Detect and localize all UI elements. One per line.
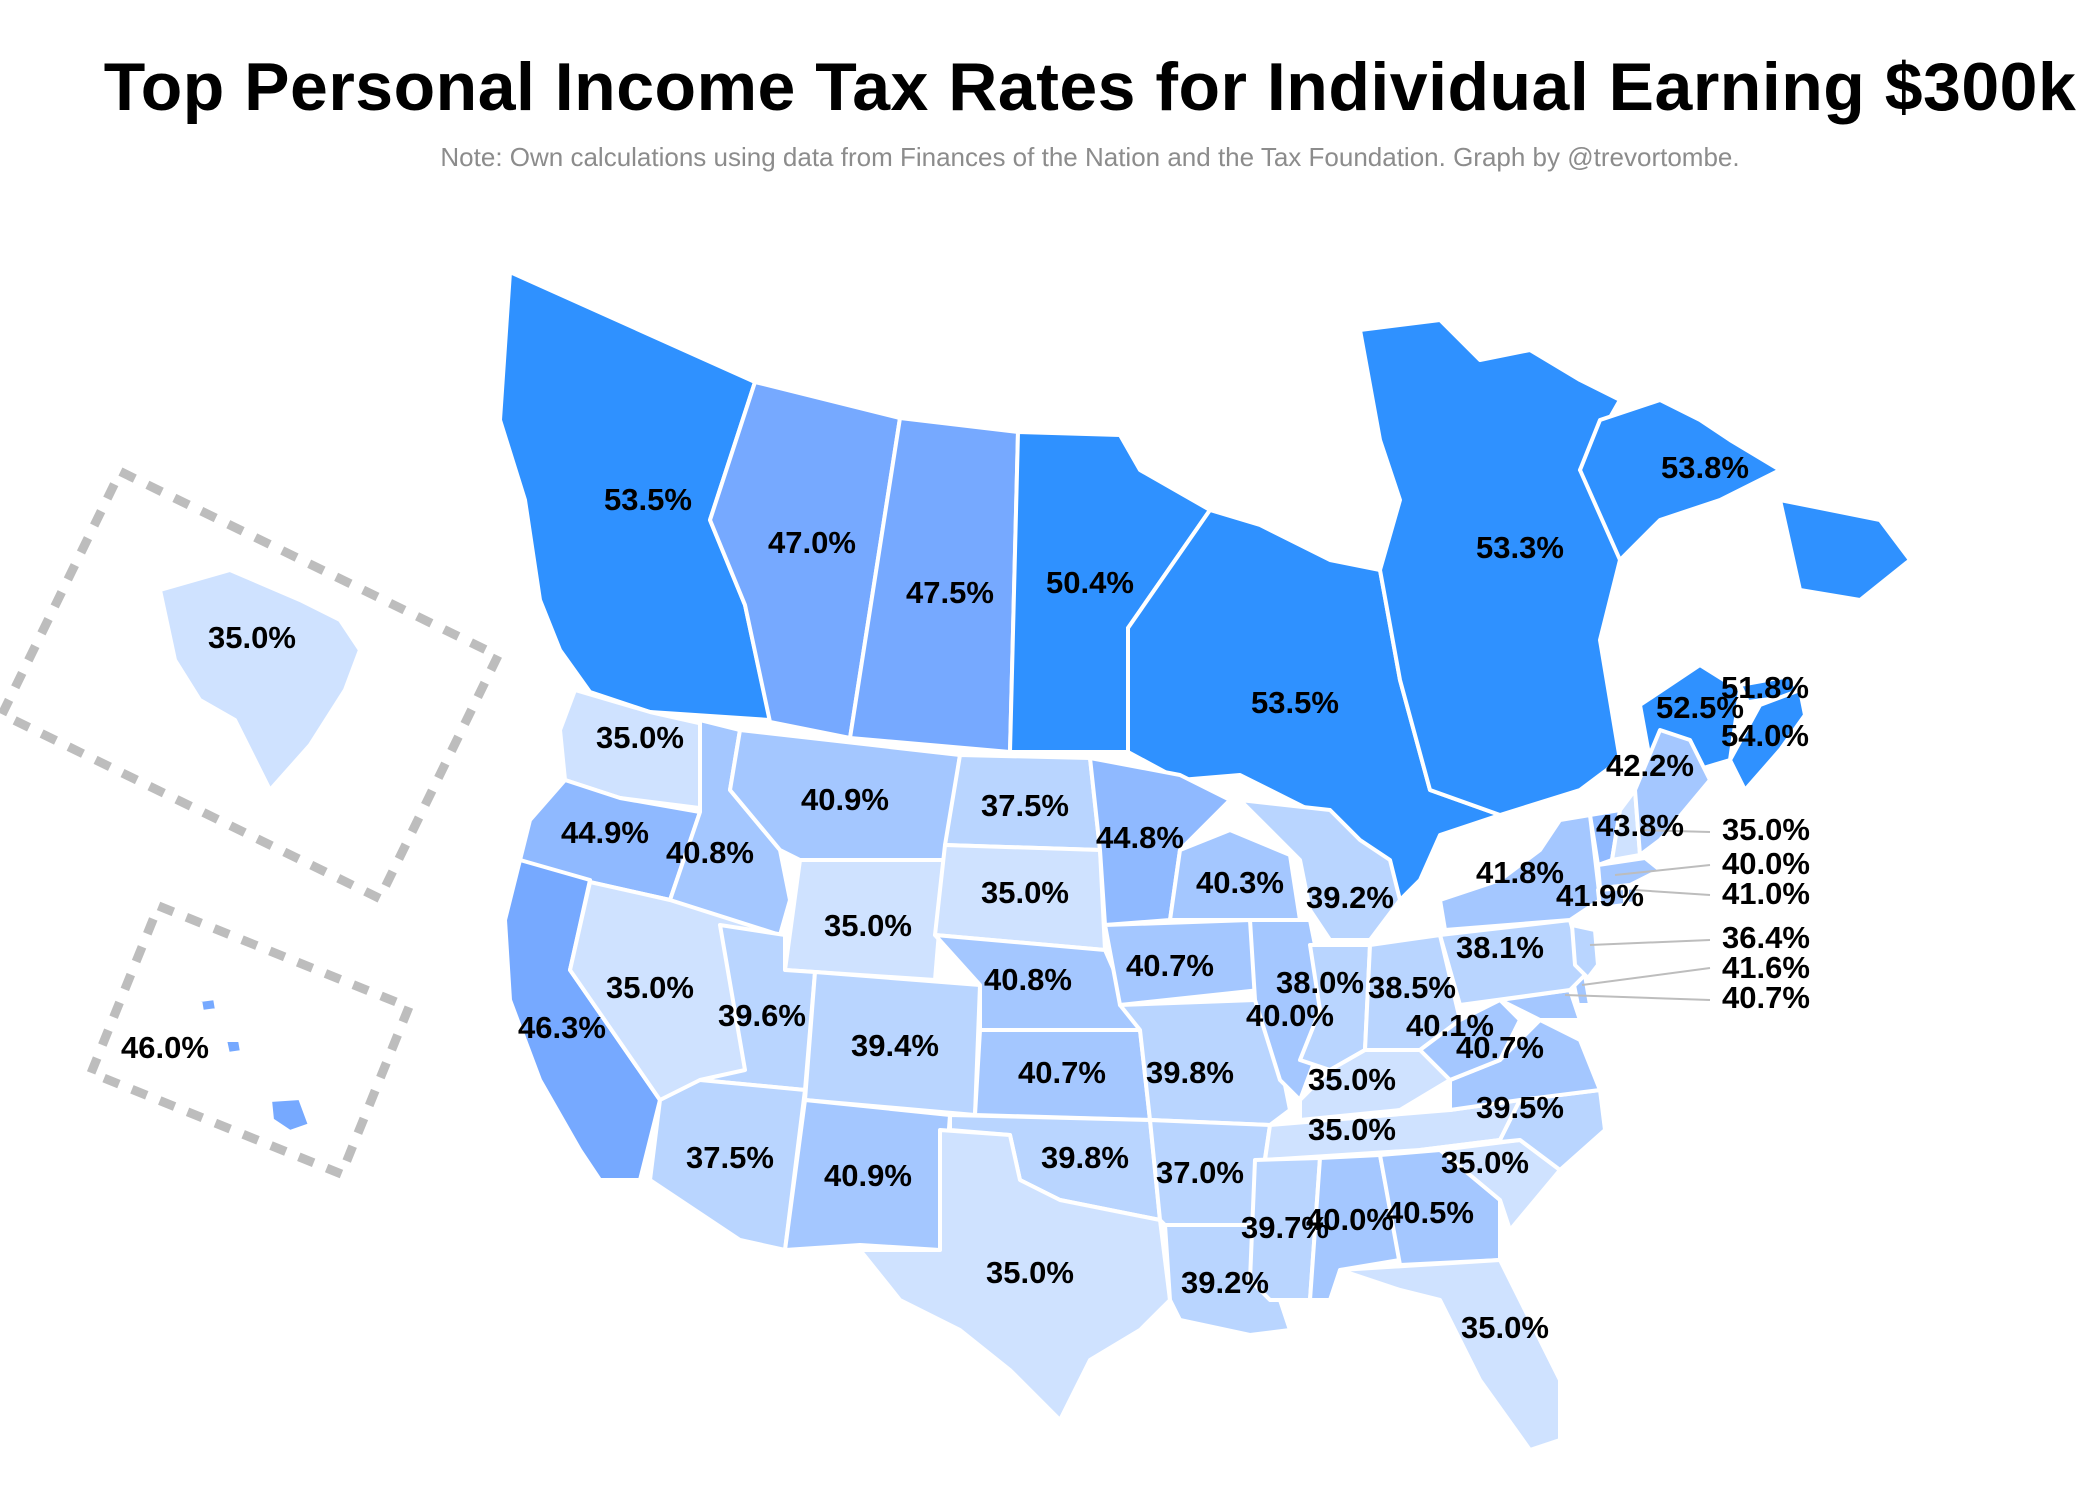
value-label-QC: 53.3%	[1476, 530, 1564, 565]
region-WA	[558, 688, 732, 812]
leader-line-DE	[1581, 967, 1711, 986]
value-labels: 53.5% 47.0% 47.5% 50.4% 53.5% 53.3% 53.8% 51.8%…	[121, 450, 1810, 1345]
value-label-SD: 35.0%	[981, 875, 1069, 910]
value-label-AL: 40.0%	[1306, 1202, 1394, 1237]
value-label-IN: 38.0%	[1276, 965, 1364, 1000]
value-label-TN: 35.0%	[1308, 1112, 1396, 1147]
region-NJ	[1570, 923, 1600, 980]
region-NS	[1728, 688, 1807, 792]
region-NL	[1578, 398, 1912, 602]
region-NM	[783, 1098, 952, 1252]
value-label-ON: 53.5%	[1251, 685, 1339, 720]
value-label-AB: 47.0%	[768, 525, 856, 560]
value-label-CO: 39.4%	[851, 1028, 939, 1063]
value-label-NH: 35.0%	[1722, 812, 1810, 847]
value-label-ID: 40.8%	[666, 835, 754, 870]
value-label-PA: 38.1%	[1456, 930, 1544, 965]
value-label-ND: 37.5%	[981, 788, 1069, 823]
value-label-LA: 39.2%	[1181, 1265, 1269, 1300]
value-label-VA: 40.7%	[1456, 1030, 1544, 1065]
value-label-VT: 43.8%	[1596, 808, 1684, 843]
region-RI	[1625, 885, 1640, 906]
region-NC	[1418, 1088, 1607, 1172]
value-label-MI: 39.2%	[1306, 880, 1394, 915]
value-label-NS: 54.0%	[1721, 718, 1809, 753]
region-MS	[1248, 1156, 1322, 1302]
value-label-PE: 51.8%	[1721, 670, 1809, 705]
value-label-AK: 35.0%	[208, 620, 296, 655]
value-label-FL: 35.0%	[1461, 1310, 1549, 1345]
value-label-OR: 44.9%	[561, 815, 649, 850]
value-label-WA: 35.0%	[596, 720, 684, 755]
value-label-SK: 47.5%	[906, 575, 994, 610]
value-label-WI: 40.3%	[1196, 865, 1284, 900]
region-TX	[858, 1128, 1172, 1422]
value-label-NV: 35.0%	[606, 970, 694, 1005]
leader-line-NH	[1639, 829, 1711, 833]
value-label-NB: 52.5%	[1656, 690, 1744, 725]
region-FL	[1338, 1258, 1562, 1452]
value-label-MS: 39.7%	[1241, 1210, 1329, 1245]
leader-line-MD	[1564, 994, 1711, 1001]
region-CT	[1596, 886, 1627, 910]
value-label-OH: 38.5%	[1368, 970, 1456, 1005]
value-label-MD: 40.7%	[1722, 980, 1810, 1015]
value-label-MO: 39.8%	[1146, 1055, 1234, 1090]
value-label-BC: 53.5%	[604, 482, 692, 517]
value-label-MA: 41.9%	[1556, 878, 1644, 913]
leader-line-RI	[1634, 889, 1711, 896]
region-HI	[198, 996, 312, 1134]
value-label-RI: 41.0%	[1722, 876, 1810, 911]
value-label-MN: 44.8%	[1096, 820, 1184, 855]
value-label-NJ: 36.4%	[1722, 920, 1810, 955]
value-label-DE: 41.6%	[1722, 950, 1810, 985]
hawaii-inset-frame	[85, 900, 415, 1180]
value-label-UT: 39.6%	[718, 998, 806, 1033]
value-label-NL: 53.8%	[1661, 450, 1749, 485]
value-label-NM: 40.9%	[824, 1158, 912, 1193]
value-label-IL: 40.0%	[1246, 998, 1334, 1033]
value-label-NC: 39.5%	[1476, 1090, 1564, 1125]
value-label-IA: 40.7%	[1126, 948, 1214, 983]
region-ON	[1126, 508, 1502, 902]
value-label-OK: 39.8%	[1041, 1140, 1129, 1175]
value-label-ME: 42.2%	[1606, 748, 1694, 783]
value-label-AZ: 37.5%	[686, 1140, 774, 1175]
value-label-CT: 40.0%	[1722, 846, 1810, 881]
region-WV	[1418, 998, 1522, 1082]
leader-line-CT	[1614, 864, 1711, 876]
value-label-KS: 40.7%	[1018, 1055, 1106, 1090]
region-ME	[1633, 728, 1712, 857]
map-title: Top Personal Income Tax Rates for Indivi…	[103, 49, 2077, 125]
value-label-GA: 40.5%	[1386, 1195, 1474, 1230]
value-label-MT: 40.9%	[801, 782, 889, 817]
leader-line-NJ	[1589, 939, 1711, 946]
region-VA	[1448, 1018, 1602, 1112]
map-note: Note: Own calculations using data from F…	[440, 142, 1740, 172]
region-AK	[158, 568, 362, 792]
value-label-KY: 35.0%	[1308, 1062, 1396, 1097]
value-label-TX: 35.0%	[986, 1255, 1074, 1290]
region-MI	[1238, 798, 1402, 942]
value-label-WV: 40.1%	[1406, 1008, 1494, 1043]
value-label-WY: 35.0%	[824, 908, 912, 943]
value-label-SC: 35.0%	[1441, 1145, 1529, 1180]
value-label-AR: 37.0%	[1156, 1155, 1244, 1190]
value-label-MB: 50.4%	[1046, 565, 1134, 600]
value-label-CA: 46.3%	[518, 1010, 606, 1045]
value-label-NY: 41.8%	[1476, 855, 1564, 890]
value-label-NE: 40.8%	[984, 962, 1072, 997]
value-label-HI: 46.0%	[121, 1030, 209, 1065]
